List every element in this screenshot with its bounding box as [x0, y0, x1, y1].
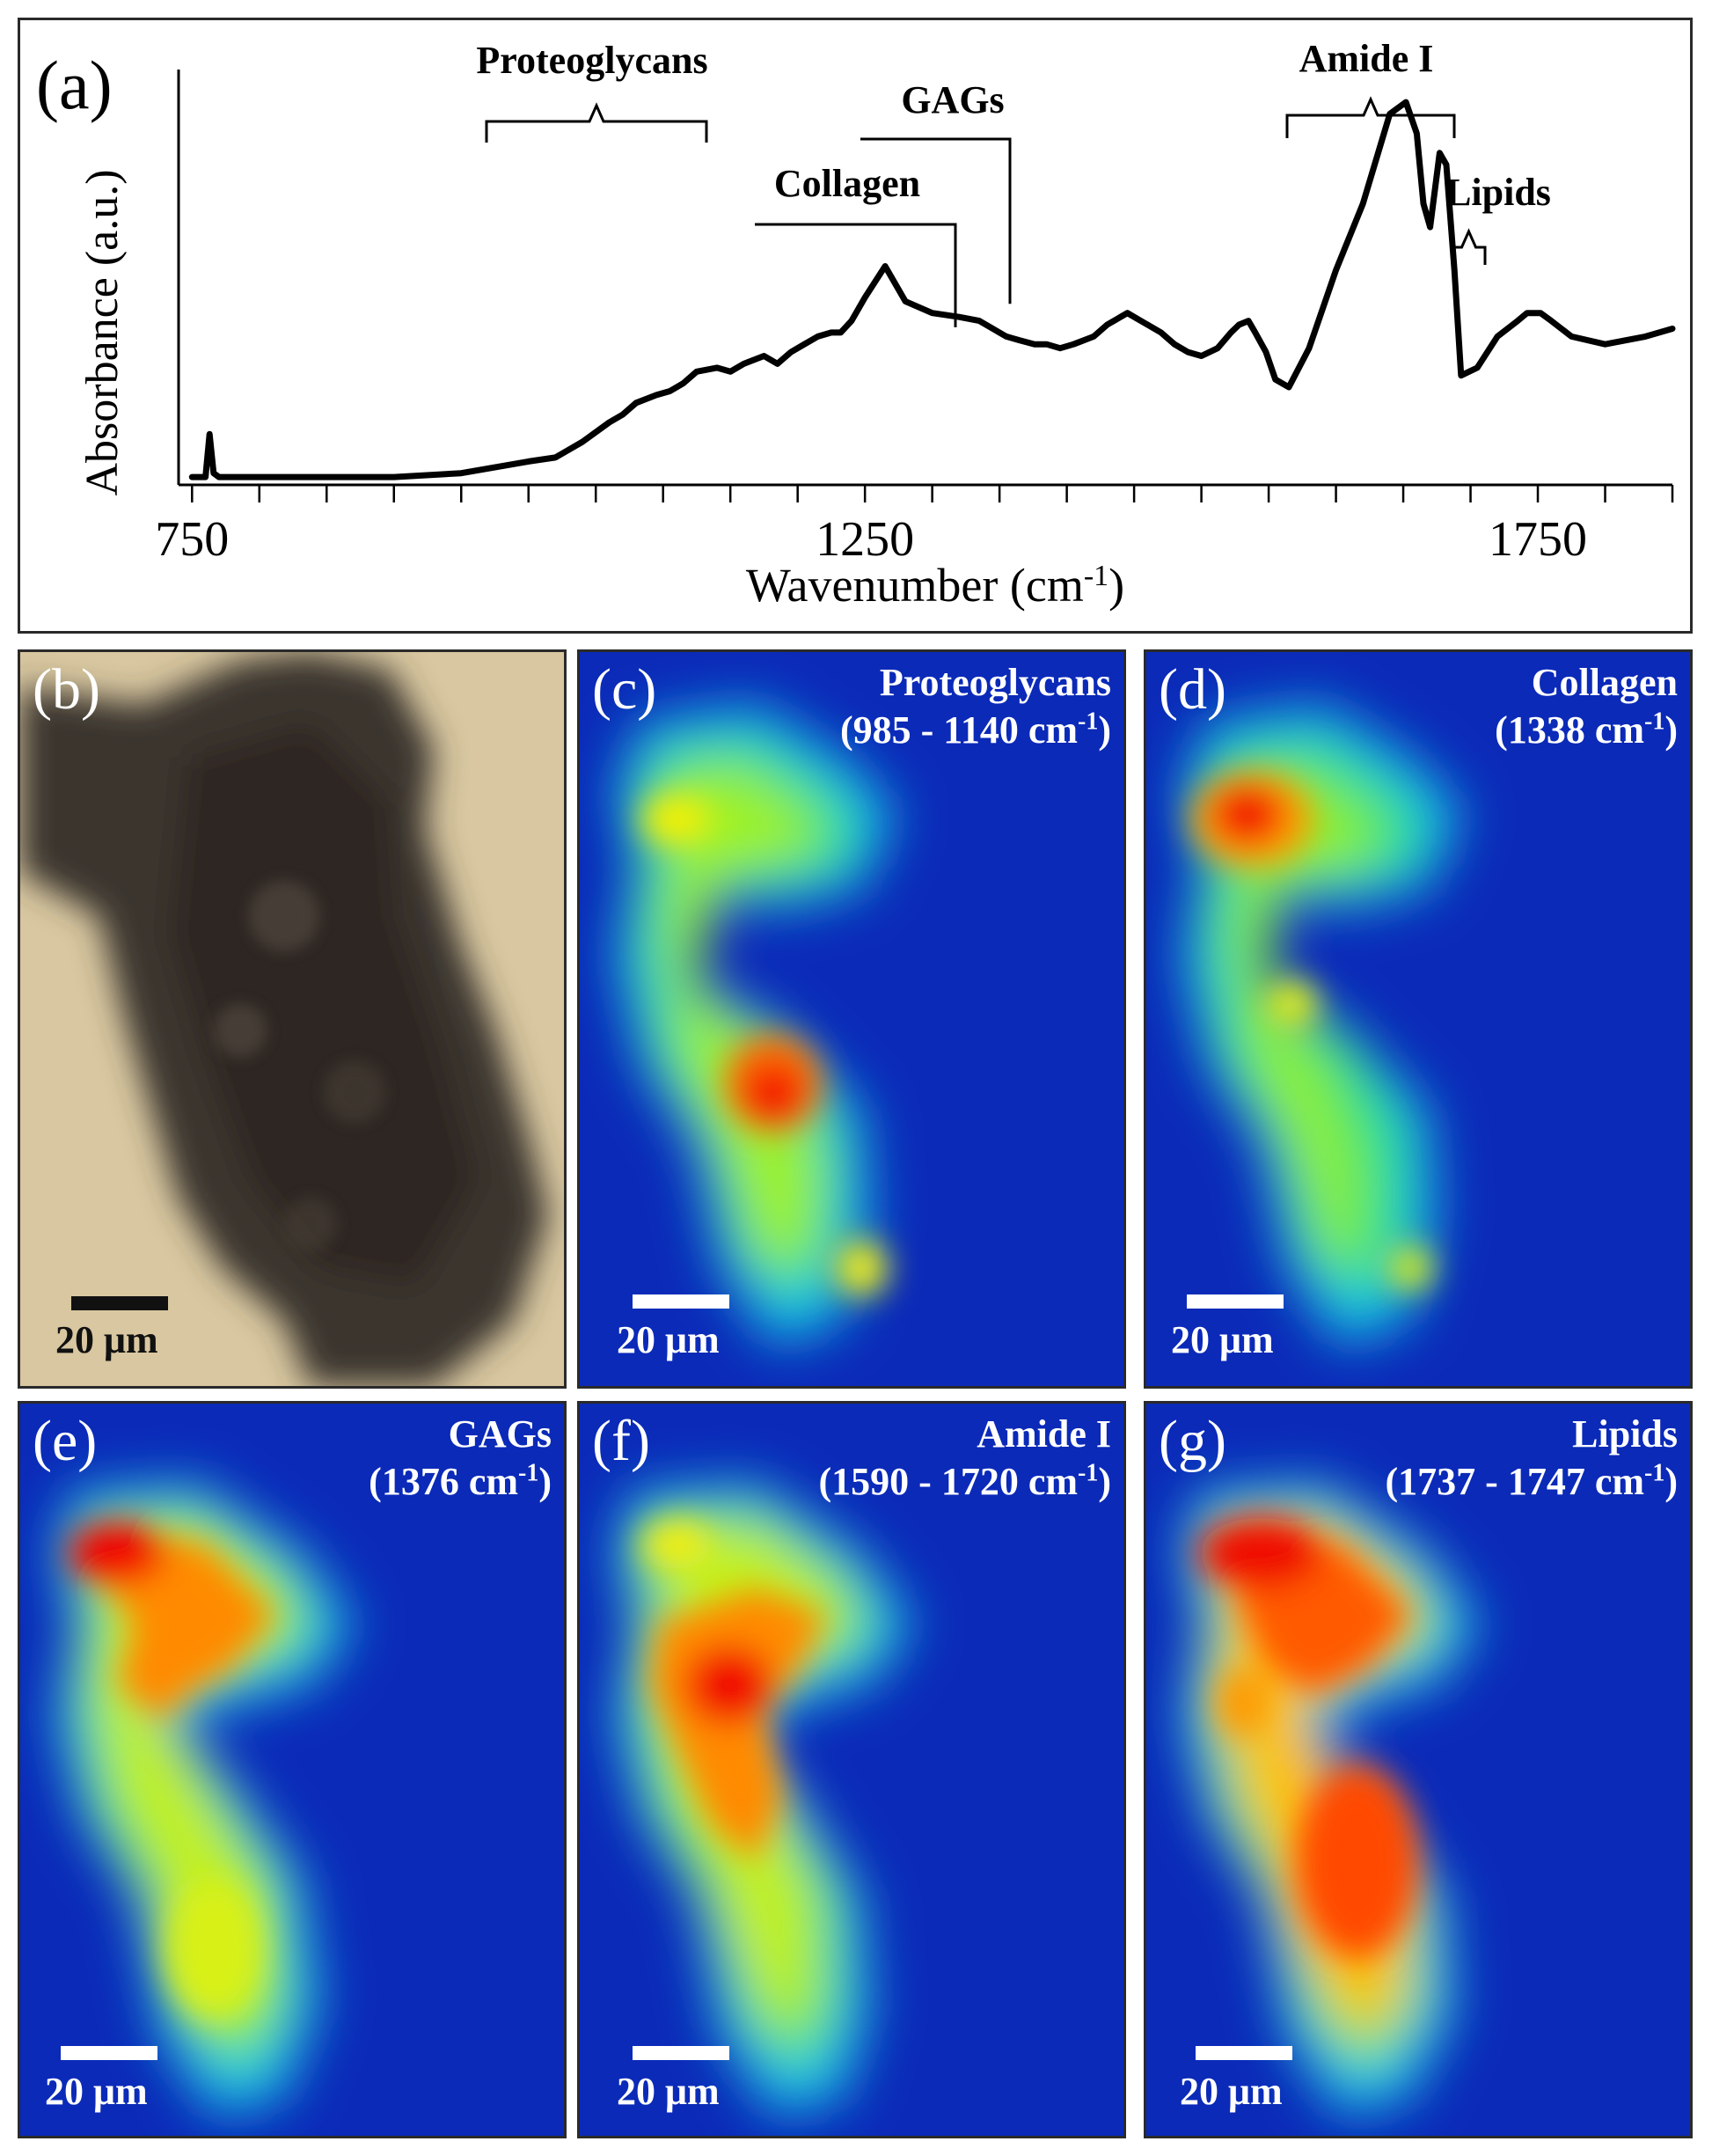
- map-proteoglycans: [580, 652, 1123, 1386]
- panel-f-label: (f): [592, 1409, 650, 1473]
- x-tick-label: 1750: [1489, 512, 1587, 567]
- map-title-range: (1376 cm-1): [369, 1458, 552, 1506]
- map-title-range: (1338 cm-1): [1495, 707, 1678, 754]
- range-close: ): [1098, 1459, 1111, 1503]
- spectrum-panel: (a) 750 1250 1750 Proteoglycans GAGs Collage…: [18, 18, 1693, 634]
- map-amide-panel: (f) Amide I (1590 - 1720 cm-1) 20 μm: [577, 1401, 1126, 2138]
- x-axis-label-close: ): [1108, 559, 1124, 612]
- range-close: ): [1664, 1459, 1678, 1503]
- x-axis-label: Wavenumber (cm-1): [746, 559, 1124, 612]
- annotation-gags: GAGs: [901, 78, 1004, 121]
- scale-bar-text: 20 μm: [1171, 1318, 1274, 1361]
- axes: [177, 70, 1672, 487]
- annotation-collagen: Collagen: [774, 162, 920, 205]
- y-axis-label: Absorbance (a.u.): [77, 169, 128, 495]
- range-close: ): [1664, 708, 1678, 752]
- scale-bar: [61, 2046, 157, 2060]
- map-title: GAGs (1376 cm-1): [369, 1411, 552, 1505]
- scale-bar-text: 20 μm: [45, 2070, 148, 2113]
- spectrum-line: [188, 99, 1676, 480]
- range-base: (1590 - 1720 cm: [818, 1459, 1079, 1503]
- map-collagen: [1146, 652, 1690, 1386]
- spectrum-chart: (a) 750 1250 1750 Proteoglycans GAGs Collage…: [36, 37, 1676, 612]
- annotation-proteoglycans: Proteoglycans: [476, 39, 707, 82]
- map-amide: [580, 1404, 1123, 2136]
- range-close: ): [1098, 708, 1111, 752]
- annotation-lipids: Lipids: [1445, 171, 1551, 214]
- map-title: Amide I (1590 - 1720 cm-1): [819, 1411, 1111, 1505]
- bracket-proteoglycans: [485, 102, 708, 143]
- x-axis-label-main: Wavenumber: [746, 559, 999, 612]
- map-title-name: Amide I: [977, 1412, 1111, 1456]
- panel-e-label: (e): [33, 1409, 98, 1473]
- annotation-amide-i: Amide I: [1299, 37, 1434, 80]
- scale-bar: [633, 1294, 729, 1309]
- bracket-amide-i: [1285, 96, 1456, 138]
- x-axis-label-exp: -1: [1084, 560, 1108, 592]
- panel-c-label: (c): [592, 657, 657, 722]
- map-title-range: (1737 - 1747 cm-1): [1386, 1458, 1678, 1506]
- x-tick-label: 750: [155, 512, 229, 567]
- range-close: ): [538, 1459, 552, 1503]
- range-exp: -1: [1078, 708, 1099, 736]
- panel-a-label: (a): [36, 47, 113, 123]
- leader-collagen: [755, 223, 957, 327]
- map-title-name: GAGs: [448, 1412, 552, 1456]
- scale-bar-text: 20 μm: [1180, 2070, 1283, 2113]
- map-lipids: [1146, 1404, 1690, 2136]
- map-collagen-panel: (d) Collagen (1338 cm-1) 20 μm: [1144, 649, 1693, 1389]
- range-exp: -1: [1644, 708, 1665, 736]
- range-exp: -1: [518, 1459, 539, 1487]
- map-title-range: (1590 - 1720 cm-1): [819, 1458, 1111, 1506]
- bracket-lipids: [1451, 228, 1487, 265]
- x-ticks: 750 1250 1750: [155, 485, 1674, 567]
- range-base: (1338 cm: [1495, 708, 1645, 752]
- map-title-range: (985 - 1140 cm-1): [840, 707, 1111, 754]
- scale-bar: [1196, 2046, 1292, 2060]
- map-title: Collagen (1338 cm-1): [1495, 659, 1678, 753]
- map-title: Lipids (1737 - 1747 cm-1): [1386, 1411, 1678, 1505]
- band-annotations: Proteoglycans GAGs Collagen Amide I Lipids: [476, 37, 1551, 327]
- panel-d-label: (d): [1159, 657, 1226, 722]
- map-gags-panel: (e) GAGs (1376 cm-1) 20 μm: [18, 1401, 567, 2138]
- scale-bar: [633, 2046, 729, 2060]
- map-title-name: Proteoglycans: [879, 661, 1111, 704]
- scale-bar-text: 20 μm: [617, 1318, 720, 1361]
- map-proteoglycans-panel: (c) Proteoglycans (985 - 1140 cm-1) 20 μ…: [577, 649, 1126, 1389]
- range-base: (1376 cm: [369, 1459, 519, 1503]
- map-title-name: Lipids: [1572, 1412, 1678, 1456]
- map-gags: [20, 1404, 564, 2136]
- range-exp: -1: [1078, 1459, 1099, 1487]
- range-base: (1737 - 1747 cm: [1385, 1459, 1645, 1503]
- scale-bar-text: 20 μm: [55, 1318, 158, 1361]
- optical-image-panel: (b) 20 μm: [18, 649, 567, 1389]
- x-axis-label-unit: (cm: [1010, 559, 1084, 612]
- map-title: Proteoglycans (985 - 1140 cm-1): [840, 659, 1111, 753]
- range-base: (985 - 1140 cm: [839, 708, 1079, 752]
- panel-b-label: (b): [33, 657, 100, 722]
- leader-gags: [860, 137, 1012, 304]
- panel-g-label: (g): [1159, 1409, 1226, 1473]
- scale-bar-text: 20 μm: [617, 2070, 720, 2113]
- range-exp: -1: [1644, 1459, 1665, 1487]
- map-title-name: Collagen: [1531, 661, 1678, 704]
- map-lipids-panel: (g) Lipids (1737 - 1747 cm-1) 20 μm: [1144, 1401, 1693, 2138]
- x-tick-label: 1250: [816, 512, 914, 567]
- optical-image: [20, 652, 564, 1386]
- scale-bar: [1187, 1294, 1284, 1309]
- scale-bar: [71, 1296, 168, 1310]
